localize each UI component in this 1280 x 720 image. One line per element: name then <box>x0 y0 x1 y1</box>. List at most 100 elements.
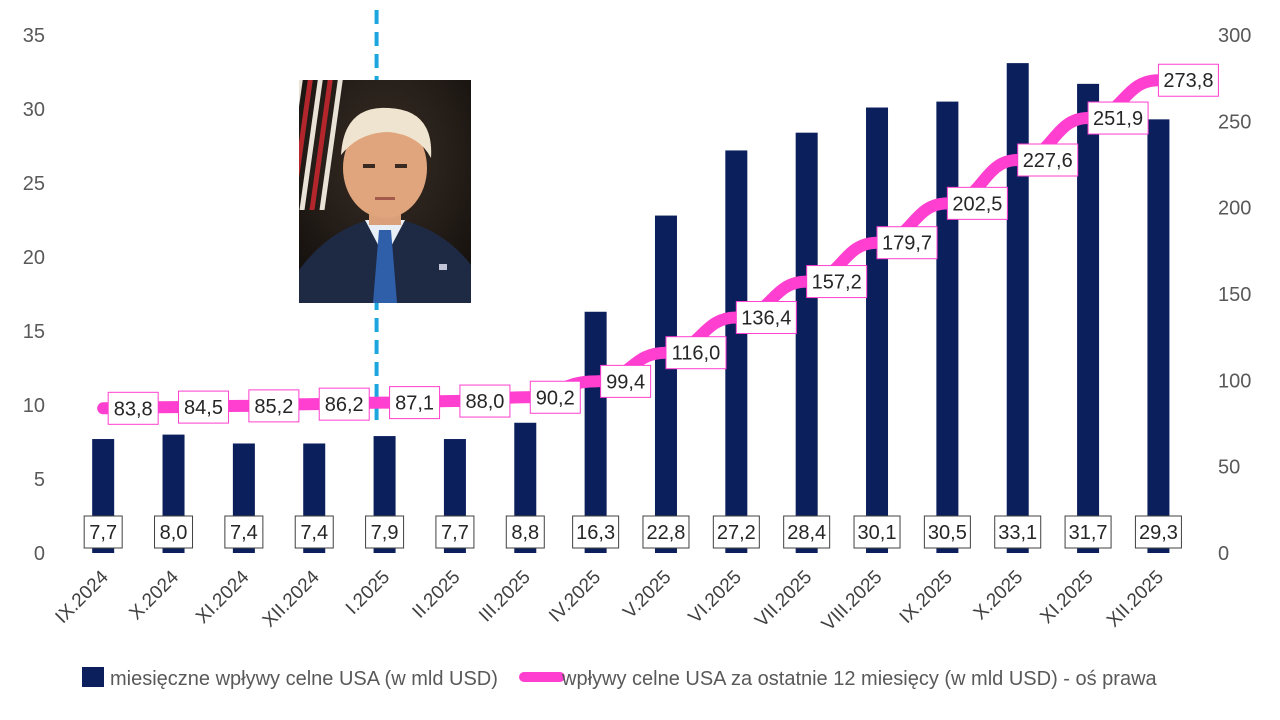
legend: miesięczne wpływy celne USA (w mld USD) … <box>82 667 1158 690</box>
x-tick-label: II.2025 <box>409 567 465 623</box>
bar <box>866 107 889 554</box>
bar-value-box <box>923 515 971 549</box>
flag-stripe <box>299 80 323 210</box>
line-value-box <box>1157 63 1219 97</box>
line-value-label: 85,2 <box>248 389 300 423</box>
bar-value-text: 7,9 <box>371 522 399 544</box>
bar-value-label: 7,7 <box>83 515 123 549</box>
line-value-box <box>248 389 300 423</box>
y-axis-right: 0 50 100 150 200 250 300 <box>1218 25 1251 565</box>
bar-value-label: 16,3 <box>572 515 620 549</box>
bar-value-label: 30,1 <box>853 515 901 549</box>
x-tick-label: IX.2025 <box>896 567 957 628</box>
line-value-text: 86,2 <box>325 394 364 416</box>
line-value-box <box>665 336 727 370</box>
bar <box>725 150 748 553</box>
bar-value-box <box>83 515 123 549</box>
y-right-tick-label: 150 <box>1218 284 1251 306</box>
y-left-tick-label: 30 <box>23 99 45 121</box>
line-value-text: 99,4 <box>606 371 645 393</box>
y-axis-left: 0 5 10 15 20 25 30 35 <box>23 25 45 565</box>
line-value-label: 88,0 <box>459 384 511 418</box>
x-tick-label: V.2025 <box>619 567 675 623</box>
line-value-text: 84,5 <box>184 397 223 419</box>
line-value-label: 90,2 <box>529 380 581 414</box>
line-value-text: 227,6 <box>1023 150 1073 172</box>
line-value-text: 136,4 <box>741 307 791 329</box>
line-value-box <box>806 265 868 299</box>
line-value-label: 227,6 <box>1017 143 1079 177</box>
line-value-text: 273,8 <box>1163 70 1213 92</box>
line-value-box <box>459 384 511 418</box>
line-value-label: 202,5 <box>946 186 1008 220</box>
legend-label-bars: miesięczne wpływy celne USA (w mld USD) <box>110 668 498 690</box>
line-path <box>97 74 1165 415</box>
bar-value-box <box>783 515 831 549</box>
bar <box>936 101 959 553</box>
hair <box>341 107 432 158</box>
line-value-text: 88,0 <box>465 391 504 413</box>
line-value-label: 273,8 <box>1157 63 1219 97</box>
y-left-tick-label: 35 <box>23 25 45 47</box>
line-value-label: 84,5 <box>178 390 230 424</box>
x-tick-label: III.2025 <box>475 567 535 627</box>
y-right-tick-label: 200 <box>1218 198 1251 220</box>
bar-value-text: 28,4 <box>787 522 826 544</box>
line-value-box <box>735 300 797 334</box>
y-right-tick-label: 100 <box>1218 370 1251 392</box>
line-value-box <box>107 391 159 425</box>
bar-value-label: 8,8 <box>505 515 545 549</box>
eye-left <box>363 164 375 168</box>
line-value-box <box>1017 143 1079 177</box>
portrait-photo <box>269 80 471 303</box>
line-value-box <box>1087 101 1149 135</box>
flag-stripe <box>299 80 313 210</box>
flag-stripe <box>269 80 292 210</box>
line-value-text: 87,1 <box>395 393 434 415</box>
bar-value-text: 30,5 <box>928 522 967 544</box>
line-value-label: 83,8 <box>107 391 159 425</box>
x-tick-label: IV.2025 <box>545 567 605 627</box>
bar-value-label: 30,5 <box>923 515 971 549</box>
bar-value-text: 27,2 <box>717 522 756 544</box>
x-tick-label: X.2025 <box>970 567 1027 624</box>
eye-right <box>395 164 407 168</box>
y-left-tick-label: 20 <box>23 247 45 269</box>
line-value-text: 116,0 <box>672 343 721 365</box>
x-tick-label: IX.2024 <box>52 566 113 627</box>
line-value-label: 99,4 <box>600 364 652 398</box>
x-tick-label: I.2025 <box>342 567 394 619</box>
bar-value-text: 29,3 <box>1139 522 1178 544</box>
bar-value-box <box>224 515 264 549</box>
bar-value-label: 22,8 <box>642 515 690 549</box>
x-tick-label: XII.2024 <box>259 566 324 631</box>
bar-value-label: 31,7 <box>1064 515 1112 549</box>
bar-value-text: 8,0 <box>160 522 188 544</box>
bar-value-label: 27,2 <box>712 515 760 549</box>
flag-stripe <box>309 80 333 210</box>
y-right-tick-label: 50 <box>1218 457 1240 479</box>
y-left-tick-label: 25 <box>23 173 45 195</box>
line-value-text: 202,5 <box>952 193 1002 215</box>
bar-value-box <box>853 515 901 549</box>
lapel-pin <box>439 264 447 270</box>
line-value-text: 251,9 <box>1093 108 1143 130</box>
bar-value-box <box>642 515 690 549</box>
bar-value-text: 22,8 <box>647 522 686 544</box>
line-value-box <box>529 380 581 414</box>
bar-value-label: 33,1 <box>994 515 1042 549</box>
bar-value-label: 8,0 <box>154 515 194 549</box>
bar-value-text: 31,7 <box>1069 522 1108 544</box>
bar-value-text: 7,4 <box>230 522 258 544</box>
bar-labels: 7,7 8,0 7,4 7,4 7,9 7,7 8,8 16,3 22,8 27,2 28,4 30,… <box>83 515 1182 549</box>
line-value-box <box>600 364 652 398</box>
line-value-label: 157,2 <box>806 265 868 299</box>
line-labels: 83,8 84,5 85,2 86,2 87,1 88,0 90,2 99,4 116,0 136… <box>107 63 1219 425</box>
mouth <box>375 197 395 200</box>
bar-value-box <box>365 515 405 549</box>
y-left-tick-label: 15 <box>23 321 45 343</box>
y-right-tick-label: 0 <box>1218 543 1229 565</box>
line-value-text: 157,2 <box>812 272 862 294</box>
y-left-tick-label: 5 <box>34 469 45 491</box>
